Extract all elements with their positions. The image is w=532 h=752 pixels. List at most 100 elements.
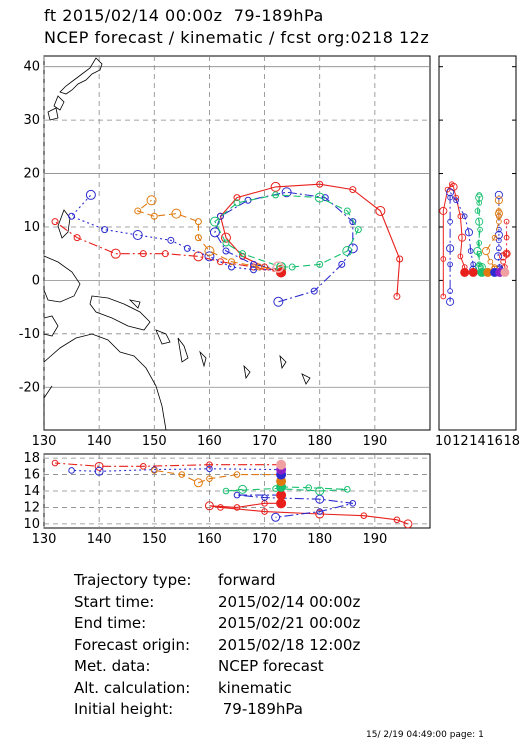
latitude-trajectory-point [447, 261, 453, 268]
height-y-tick-label: 14 [23, 484, 40, 499]
height-trajectory-point [51, 459, 59, 467]
trajectory-point [255, 263, 263, 271]
height-x-tick-label: 150 [142, 532, 167, 547]
latitude-trajectory-point [493, 252, 503, 261]
height-trajectory-point [343, 486, 351, 493]
info-label: End time: [74, 614, 147, 632]
height-trajectory-line [154, 469, 282, 484]
coastline [128, 299, 141, 309]
height-x-tick-label: 160 [197, 532, 222, 547]
latitude-trajectory-point [470, 261, 477, 268]
trajectory-point [227, 258, 235, 266]
trajectory-point [250, 266, 258, 274]
latitude-trajectory-point [503, 218, 510, 225]
height-trajectory-point [94, 466, 104, 476]
height-trajectory-point [261, 508, 268, 515]
height-trajectory-point [271, 512, 281, 522]
trajectory-point [310, 287, 318, 295]
height-trajectory-point [238, 484, 248, 494]
trajectory-point [272, 191, 280, 199]
coastline [59, 57, 103, 95]
trajectory-point [314, 192, 325, 203]
latitude-trajectory-point [476, 192, 483, 198]
height-trajectory-point [315, 486, 325, 496]
trajectory-point [393, 292, 401, 300]
latitude-trajectory-point [444, 186, 451, 193]
latitude-trajectory-point [475, 193, 484, 202]
height-trajectory-point [315, 509, 325, 519]
latitude-trajectory-point [447, 218, 453, 225]
height-x-tick-label: 180 [307, 532, 332, 547]
latitude-trajectory-point [453, 197, 459, 204]
chart-title-line2: NCEP forecast / kinematic / fcst org:021… [44, 28, 430, 47]
coastline [47, 107, 59, 121]
height-trajectory-point [204, 501, 214, 511]
info-label: Forecast origin: [74, 635, 191, 654]
latitude-trajectory-point [448, 181, 455, 188]
map-panel [43, 55, 431, 431]
map-x-tick-label: 190 [362, 434, 387, 449]
trajectory-point [85, 189, 96, 200]
height-trajectory-point [393, 516, 401, 524]
trajectory-point [209, 227, 220, 238]
coastline [57, 209, 71, 239]
latitude-trajectory-line [502, 221, 508, 273]
latitude-trajectory-point [474, 208, 481, 214]
coastline [43, 333, 167, 431]
latitude-trajectory-point [496, 218, 502, 225]
height-x-tick-label: 140 [87, 532, 112, 547]
height-trajectory-point [150, 467, 158, 474]
latitude-x-tick-label: 10 [435, 434, 452, 449]
latitude-trajectory-point [439, 206, 448, 215]
height-trajectory-line [54, 462, 282, 467]
height-y-tick-label: 16 [23, 468, 40, 483]
latitude-x-tick-label: 18 [503, 434, 520, 449]
trajectory-point [204, 246, 215, 257]
latitude-start-marker [500, 267, 510, 277]
trajectory-line [54, 221, 282, 273]
coastline-group [43, 57, 311, 431]
latitude-trajectory-point [500, 258, 507, 265]
trajectory-point [288, 263, 296, 271]
latitude-trajectory-point [476, 240, 483, 246]
trajectory-point [349, 186, 357, 194]
info-value: 2015/02/18 12:00z [218, 635, 361, 654]
height-trajectory-point [206, 465, 213, 473]
trajectory-point [132, 229, 143, 240]
trajectory-point [150, 212, 158, 220]
latitude-panel-frame [438, 55, 517, 431]
trajectory-point [273, 296, 284, 307]
latitude-trajectory-point [491, 234, 498, 241]
latitude-trajectory-point [458, 233, 467, 242]
map-frame [43, 55, 431, 431]
latitude-trajectory-point [457, 253, 464, 260]
map-x-tick-label: 150 [142, 434, 167, 449]
trajectory-point [209, 216, 220, 227]
latitude-trajectory-point [494, 190, 503, 199]
info-label: Trajectory type: [74, 571, 192, 589]
latitude-trajectory-point [457, 213, 464, 220]
height-trajectory-point [178, 471, 186, 478]
coastline [177, 337, 189, 363]
trajectory-point [171, 208, 182, 219]
height-trajectory-point [222, 487, 230, 495]
trajectory-point [316, 260, 324, 268]
height-trajectory-point [261, 494, 268, 501]
height-y-tick-label: 18 [23, 451, 40, 466]
map-y-tick-label: 30 [23, 113, 40, 128]
latitude-trajectory-point [503, 234, 510, 241]
trajectory-line [219, 183, 401, 297]
height-trajectory-line [71, 468, 282, 472]
height-x-tick-label: 170 [252, 532, 277, 547]
height-trajectory-point [206, 461, 213, 468]
trajectory-point [343, 207, 351, 215]
info-value: kinematic [218, 678, 292, 697]
trajectory-point [134, 207, 142, 215]
trajectory-point [270, 181, 281, 192]
map-y-tick-label: 10 [23, 220, 40, 235]
trajectory-line [70, 194, 282, 271]
height-trajectory-point [233, 471, 241, 478]
latitude-start-marker [468, 267, 478, 277]
trajectory-point [101, 226, 109, 234]
